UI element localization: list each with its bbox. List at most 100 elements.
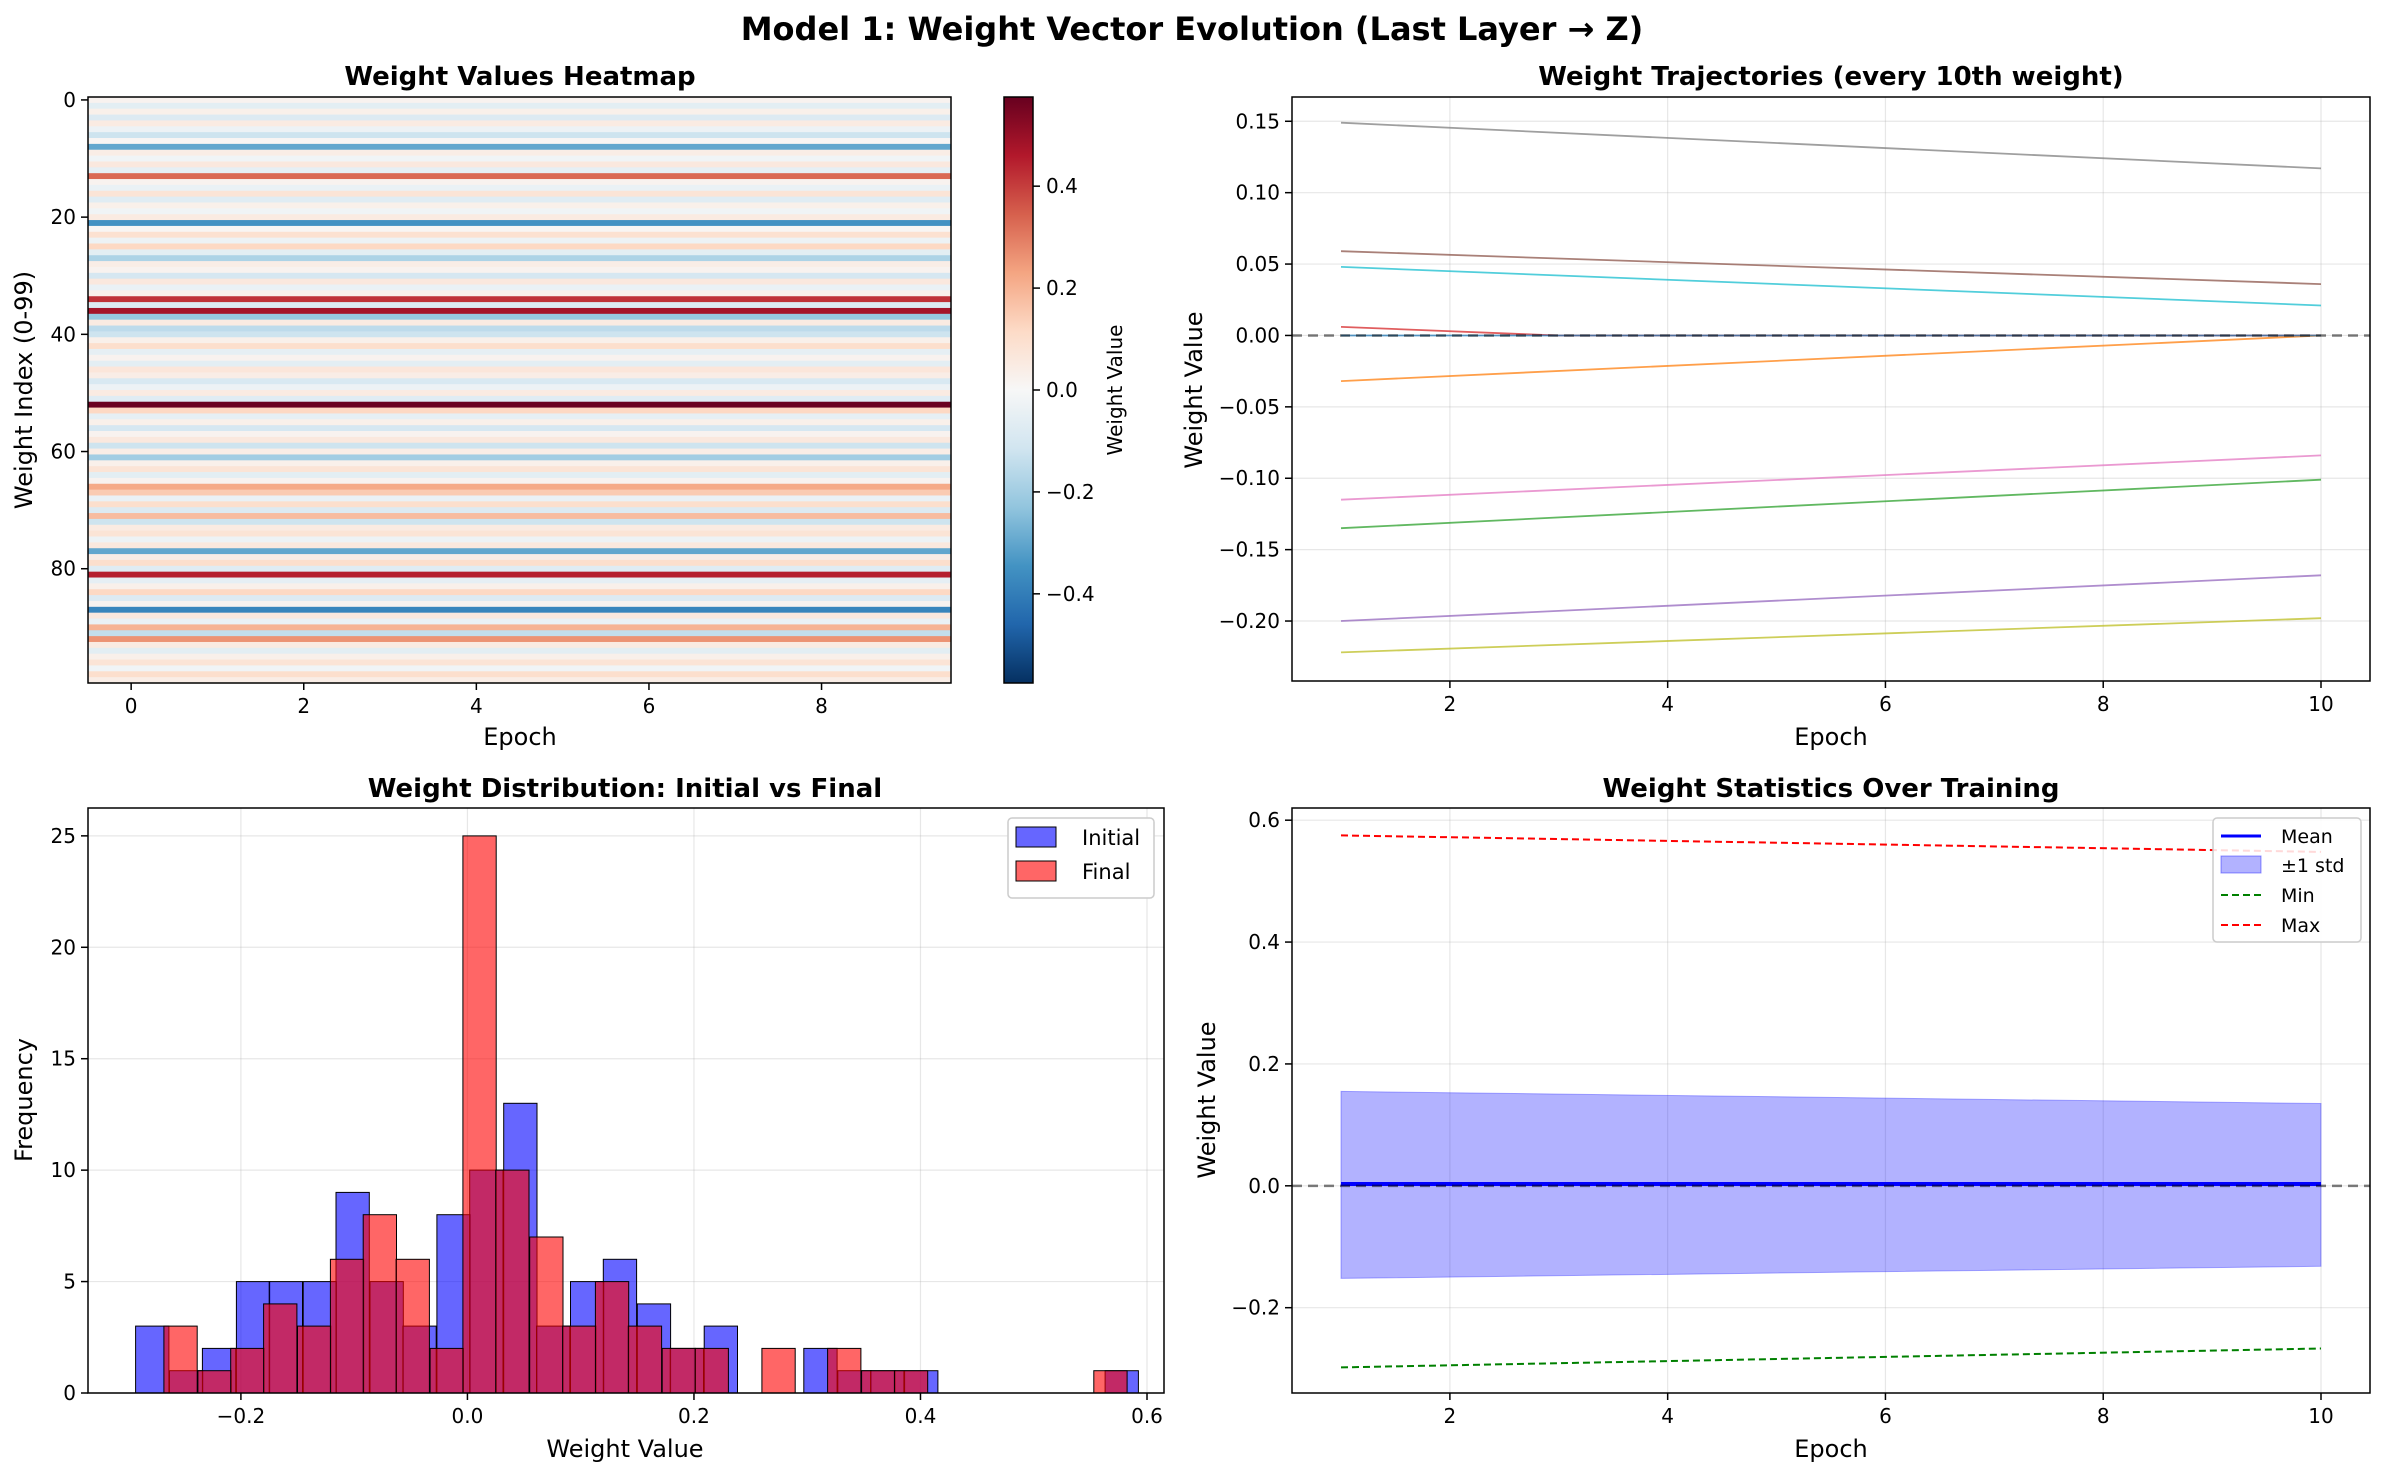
y-tick-label: 0.0 bbox=[1248, 1174, 1280, 1198]
heatmap-row bbox=[88, 190, 951, 198]
trajectories-ylabel: Weight Value bbox=[1180, 311, 1208, 468]
heatmap-row bbox=[88, 143, 951, 151]
histogram-bar-final bbox=[429, 1347, 464, 1394]
legend-swatch-std bbox=[2220, 855, 2262, 874]
heatmap-row bbox=[88, 337, 951, 344]
heatmap-row bbox=[88, 307, 951, 315]
x-tick-label: 6 bbox=[1879, 1404, 1892, 1428]
heatmap-row bbox=[88, 208, 951, 215]
heatmap-row bbox=[88, 548, 951, 555]
x-tick-label: 10 bbox=[2308, 692, 2333, 716]
heatmap-row bbox=[88, 395, 951, 403]
heatmap-row bbox=[88, 278, 951, 286]
heatmap-panel: Weight Values Heatmap 0 2 4 6 8 0 20 40 60 80 Ep… bbox=[10, 62, 1127, 751]
trajectory-line bbox=[1340, 121, 2322, 170]
y-tick-label: 0.15 bbox=[1235, 109, 1280, 133]
statistics-xlabel: Epoch bbox=[1794, 1435, 1868, 1463]
legend-label-std: ±1 std bbox=[2281, 855, 2344, 877]
heatmap-xlabel: Epoch bbox=[483, 723, 557, 751]
y-tick-label: −0.20 bbox=[1219, 609, 1280, 633]
histogram-bar-final bbox=[893, 1370, 929, 1394]
x-tick-label: 0.4 bbox=[905, 1404, 937, 1428]
heatmap-row bbox=[88, 442, 951, 450]
heatmap-row bbox=[88, 384, 951, 391]
heatmap-row bbox=[88, 348, 951, 356]
y-tick-label: 25 bbox=[51, 824, 76, 848]
heatmap-row bbox=[88, 179, 951, 186]
heatmap-row bbox=[88, 630, 951, 637]
heatmap-row bbox=[88, 536, 951, 543]
heatmap-row bbox=[88, 354, 951, 362]
heatmap-row bbox=[88, 231, 951, 239]
heatmap-row bbox=[88, 296, 951, 303]
heatmap-row bbox=[88, 448, 951, 456]
legend-label-max: Max bbox=[2281, 915, 2320, 937]
heatmap-ylabel: Weight Index (0-99) bbox=[10, 271, 38, 509]
heatmap-row bbox=[88, 290, 951, 297]
heatmap-row bbox=[88, 460, 951, 467]
trajectory-line bbox=[1340, 574, 2322, 622]
heatmap-row bbox=[88, 606, 951, 614]
heatmap-row bbox=[88, 401, 951, 409]
heatmap-row bbox=[88, 161, 951, 168]
heatmap-row bbox=[88, 114, 951, 122]
histogram-bar-final bbox=[297, 1325, 332, 1394]
heatmap-row bbox=[88, 184, 951, 192]
histogram-bar-final bbox=[627, 1325, 663, 1394]
statistics-frame bbox=[1291, 807, 2371, 1394]
heatmap-row bbox=[88, 313, 951, 321]
histogram-xlabel: Weight Value bbox=[546, 1435, 703, 1463]
heatmap-row bbox=[88, 583, 951, 590]
histogram-bar-final bbox=[529, 1236, 564, 1394]
heatmap-y-ticks: 0 20 40 60 80 bbox=[51, 88, 88, 581]
legend-swatch-initial bbox=[1015, 826, 1057, 848]
figure-suptitle: Model 1: Weight Vector Evolution (Last L… bbox=[741, 10, 1644, 48]
heatmap-row bbox=[88, 647, 951, 655]
histogram-bar-final bbox=[594, 1281, 630, 1394]
heatmap-row bbox=[88, 149, 951, 157]
statistics-legend: Mean ±1 std Min Max bbox=[2212, 817, 2362, 943]
heatmap-row bbox=[88, 284, 951, 291]
heatmap-row bbox=[88, 624, 951, 631]
trajectories-frame bbox=[1291, 96, 2371, 682]
trajectory-line bbox=[1340, 266, 2322, 307]
trajectory-line bbox=[1340, 478, 2322, 530]
heatmap-row bbox=[88, 466, 951, 473]
y-tick-label: 20 bbox=[51, 935, 76, 959]
statistics-lines bbox=[1292, 834, 2370, 1369]
histogram-bar-final bbox=[861, 1370, 896, 1394]
heatmap-row bbox=[88, 671, 951, 678]
heatmap-row bbox=[88, 302, 951, 309]
histogram-legend: Initial Final bbox=[1007, 817, 1155, 899]
heatmap-row bbox=[88, 577, 951, 584]
histogram-bar-final bbox=[462, 835, 497, 1394]
heatmap-row bbox=[88, 331, 951, 338]
heatmap-row bbox=[88, 612, 951, 620]
heatmap-row bbox=[88, 225, 951, 233]
trajectories-xlabel: Epoch bbox=[1794, 723, 1868, 751]
heatmap-row bbox=[88, 419, 951, 426]
heatmap-row bbox=[88, 220, 951, 227]
x-tick-label: 0 bbox=[125, 694, 138, 718]
heatmap-row bbox=[88, 360, 951, 368]
trajectories-grid bbox=[1292, 97, 2370, 681]
colorbar-label: Weight Value bbox=[1103, 325, 1127, 456]
statistics-title: Weight Statistics Over Training bbox=[1603, 774, 2060, 804]
heatmap-row bbox=[88, 343, 951, 350]
statistics-ylabel: Weight Value bbox=[1193, 1021, 1221, 1178]
histogram-bar-final bbox=[761, 1347, 796, 1394]
heatmap-row bbox=[88, 378, 951, 385]
heatmap-row bbox=[88, 407, 951, 415]
heatmap-row bbox=[88, 202, 951, 209]
heatmap-row bbox=[88, 126, 951, 133]
histogram-bars bbox=[135, 835, 1139, 1394]
heatmap-row bbox=[88, 138, 951, 145]
histogram-bar-final bbox=[263, 1303, 298, 1394]
x-tick-label: 2 bbox=[1444, 692, 1457, 716]
x-tick-label: 4 bbox=[1661, 692, 1674, 716]
heatmap-row bbox=[88, 173, 951, 180]
heatmap-row bbox=[88, 214, 951, 221]
histogram-ylabel: Frequency bbox=[10, 1038, 38, 1162]
heatmap-row bbox=[88, 319, 951, 327]
y-tick-label: 0.6 bbox=[1248, 808, 1280, 832]
